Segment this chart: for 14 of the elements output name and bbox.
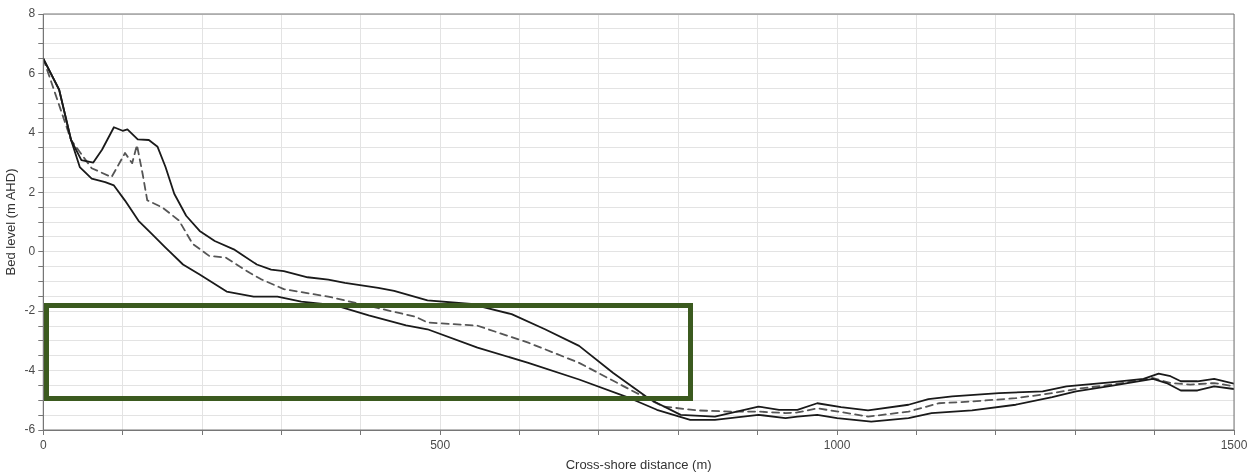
y-tick-label: -4 [24, 362, 36, 377]
y-tick-label: 0 [28, 244, 36, 259]
y-tick-label: -2 [24, 303, 36, 318]
y-tick-label: 8 [28, 6, 36, 21]
y-tick-label: 6 [28, 65, 36, 80]
y-tick-label: 2 [28, 184, 36, 199]
y-axis-title: Bed level (m AHD) [3, 168, 19, 276]
x-tick-label: 500 [430, 437, 451, 452]
y-tick-label: -6 [24, 422, 36, 437]
x-axis-title: Cross-shore distance (m) [565, 456, 712, 472]
y-tick-label: 4 [28, 125, 36, 140]
x-tick-label: 1500 [1220, 437, 1248, 452]
x-tick-label: 0 [39, 437, 47, 452]
x-tick-label: 1000 [823, 437, 851, 452]
